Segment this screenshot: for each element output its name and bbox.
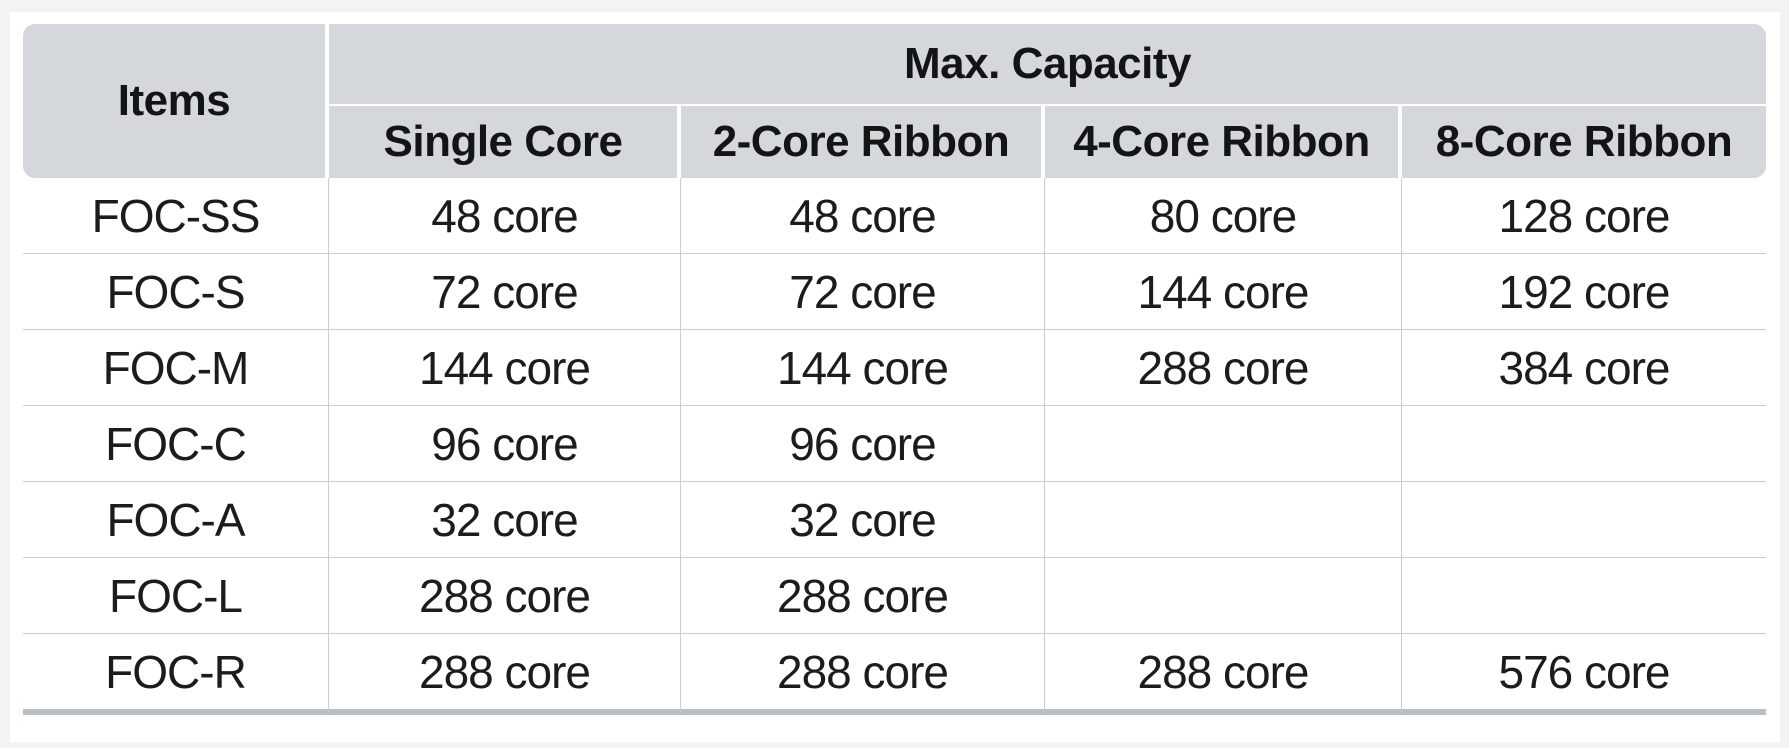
item-cell: FOC-R bbox=[23, 634, 329, 715]
capacity-cell: 72 core bbox=[329, 254, 681, 330]
capacity-cell: 288 core bbox=[681, 634, 1045, 715]
capacity-cell: 288 core bbox=[1045, 634, 1402, 715]
capacity-table: Items Max. Capacity Single Core 2-Core R… bbox=[23, 24, 1767, 715]
item-cell: FOC-S bbox=[23, 254, 329, 330]
column-header-4-core-ribbon: 4-Core Ribbon bbox=[1045, 106, 1402, 178]
capacity-cell: 144 core bbox=[681, 330, 1045, 406]
item-cell: FOC-A bbox=[23, 482, 329, 558]
table-header: Items Max. Capacity Single Core 2-Core R… bbox=[23, 24, 1767, 178]
table-body: FOC-SS 48 core 48 core 80 core 128 core … bbox=[23, 178, 1767, 715]
item-cell: FOC-SS bbox=[23, 178, 329, 254]
item-cell: FOC-L bbox=[23, 558, 329, 634]
table-row: FOC-S 72 core 72 core 144 core 192 core bbox=[23, 254, 1767, 330]
capacity-cell bbox=[1402, 482, 1767, 558]
capacity-cell: 288 core bbox=[681, 558, 1045, 634]
capacity-cell bbox=[1402, 558, 1767, 634]
capacity-cell bbox=[1045, 482, 1402, 558]
capacity-cell: 576 core bbox=[1402, 634, 1767, 715]
capacity-cell: 288 core bbox=[329, 634, 681, 715]
max-capacity-header: Max. Capacity bbox=[329, 24, 1767, 106]
capacity-cell: 48 core bbox=[329, 178, 681, 254]
table-row: FOC-L 288 core 288 core bbox=[23, 558, 1767, 634]
item-cell: FOC-C bbox=[23, 406, 329, 482]
capacity-cell bbox=[1045, 558, 1402, 634]
capacity-cell: 384 core bbox=[1402, 330, 1767, 406]
capacity-cell: 144 core bbox=[329, 330, 681, 406]
capacity-cell: 32 core bbox=[681, 482, 1045, 558]
items-column-header: Items bbox=[23, 24, 329, 178]
capacity-cell: 48 core bbox=[681, 178, 1045, 254]
capacity-cell: 144 core bbox=[1045, 254, 1402, 330]
capacity-cell: 96 core bbox=[329, 406, 681, 482]
capacity-cell: 80 core bbox=[1045, 178, 1402, 254]
table-row: FOC-C 96 core 96 core bbox=[23, 406, 1767, 482]
table-row: FOC-R 288 core 288 core 288 core 576 cor… bbox=[23, 634, 1767, 715]
capacity-cell: 128 core bbox=[1402, 178, 1767, 254]
capacity-cell: 288 core bbox=[1045, 330, 1402, 406]
column-header-2-core-ribbon: 2-Core Ribbon bbox=[681, 106, 1045, 178]
capacity-cell bbox=[1402, 406, 1767, 482]
table-row: FOC-SS 48 core 48 core 80 core 128 core bbox=[23, 178, 1767, 254]
column-header-8-core-ribbon: 8-Core Ribbon bbox=[1402, 106, 1767, 178]
capacity-cell bbox=[1045, 406, 1402, 482]
column-header-single-core: Single Core bbox=[329, 106, 681, 178]
item-cell: FOC-M bbox=[23, 330, 329, 406]
capacity-cell: 72 core bbox=[681, 254, 1045, 330]
capacity-cell: 96 core bbox=[681, 406, 1045, 482]
table-row: FOC-A 32 core 32 core bbox=[23, 482, 1767, 558]
document-sheet: Items Max. Capacity Single Core 2-Core R… bbox=[10, 12, 1780, 742]
table-row: FOC-M 144 core 144 core 288 core 384 cor… bbox=[23, 330, 1767, 406]
capacity-cell: 288 core bbox=[329, 558, 681, 634]
capacity-cell: 32 core bbox=[329, 482, 681, 558]
capacity-cell: 192 core bbox=[1402, 254, 1767, 330]
